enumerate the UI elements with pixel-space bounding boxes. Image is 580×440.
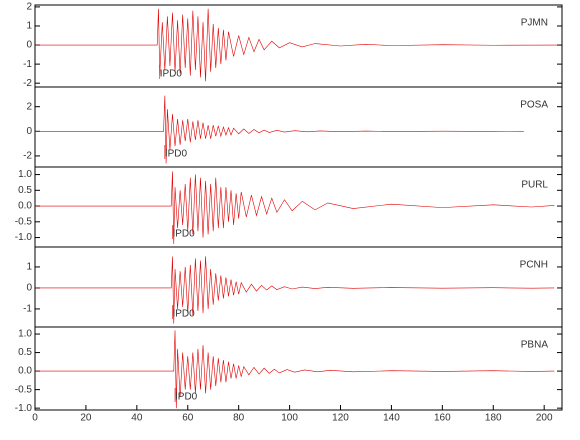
x-tick-label: 80 bbox=[233, 413, 245, 424]
y-tick-label: 0 bbox=[26, 126, 32, 137]
y-tick-label: 0 bbox=[26, 283, 32, 294]
y-tick-label: 1.0 bbox=[18, 329, 32, 340]
trace bbox=[35, 8, 557, 82]
pick-label: IPD0 bbox=[160, 69, 183, 80]
station-label: PCNH bbox=[520, 260, 548, 271]
trace bbox=[35, 171, 555, 244]
y-tick-label: 0.5 bbox=[18, 185, 32, 196]
y-tick-label: -1.0 bbox=[15, 232, 33, 243]
panel-frame bbox=[34, 166, 563, 248]
x-tick-label: 120 bbox=[332, 413, 349, 424]
x-tick-label: 200 bbox=[536, 413, 553, 424]
station-label: POSA bbox=[520, 100, 548, 111]
y-tick-label: 2 bbox=[26, 101, 32, 112]
y-tick-label: 2 bbox=[26, 2, 32, 13]
y-tick-label: -2 bbox=[23, 151, 32, 162]
y-tick-label: -1 bbox=[23, 59, 32, 70]
x-tick-label: 0 bbox=[32, 413, 38, 424]
panel-frame bbox=[34, 86, 563, 168]
pick-label: IPD0 bbox=[165, 149, 188, 160]
trace bbox=[35, 256, 555, 324]
x-tick-label: 40 bbox=[131, 413, 143, 424]
x-tick-label: 60 bbox=[182, 413, 194, 424]
y-tick-label: 1.0 bbox=[18, 169, 32, 180]
y-tick-label: -1.0 bbox=[15, 403, 33, 414]
pick-label: IPD0 bbox=[172, 229, 195, 240]
y-tick-label: 0.0 bbox=[18, 366, 32, 377]
y-tick-label: 0 bbox=[26, 40, 32, 51]
station-label: PJMN bbox=[521, 18, 548, 29]
station-label: PURL bbox=[521, 180, 548, 191]
x-tick-label: 100 bbox=[281, 413, 298, 424]
y-tick-label: 0.0 bbox=[18, 201, 32, 212]
y-tick-label: 1 bbox=[26, 262, 32, 273]
station-label: PBNA bbox=[521, 340, 549, 351]
trace bbox=[35, 330, 555, 409]
x-tick-label: 20 bbox=[80, 413, 92, 424]
pick-label: IPD0 bbox=[172, 309, 195, 320]
y-tick-label: 0.5 bbox=[18, 347, 32, 358]
x-tick-label: 140 bbox=[383, 413, 400, 424]
y-tick-label: 1 bbox=[26, 21, 32, 32]
pick-label: IPD0 bbox=[175, 392, 198, 403]
trace bbox=[35, 95, 524, 164]
y-tick-label: -2 bbox=[23, 78, 32, 89]
y-tick-label: -1 bbox=[23, 304, 32, 315]
y-tick-label: -0.5 bbox=[15, 216, 33, 227]
y-tick-label: -0.5 bbox=[15, 384, 33, 395]
panel-frame bbox=[34, 326, 563, 411]
x-tick-label: 160 bbox=[434, 413, 451, 424]
x-tick-label: 180 bbox=[485, 413, 502, 424]
panel-frame bbox=[34, 246, 563, 328]
